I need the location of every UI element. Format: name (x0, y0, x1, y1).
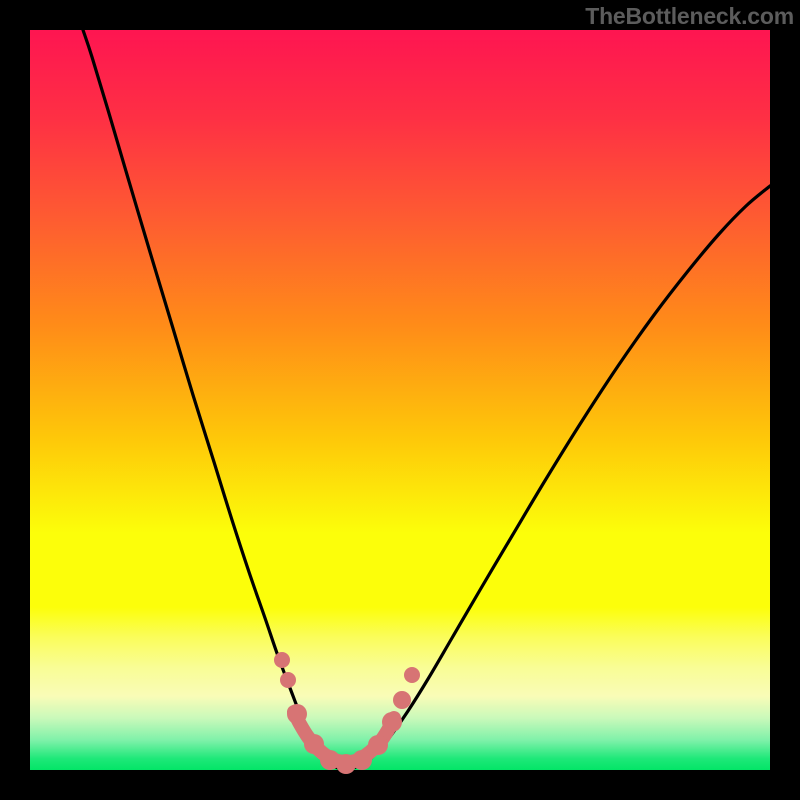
marker-point (382, 712, 402, 732)
marker-point (393, 691, 411, 709)
marker-point (274, 652, 290, 668)
bottleneck-chart (0, 0, 800, 800)
marker-point (287, 704, 307, 724)
watermark-text: TheBottleneck.com (585, 3, 794, 30)
gradient-background (30, 30, 770, 770)
marker-point (404, 667, 420, 683)
marker-point (368, 735, 388, 755)
marker-point (280, 672, 296, 688)
marker-point (352, 750, 372, 770)
marker-point (304, 734, 324, 754)
